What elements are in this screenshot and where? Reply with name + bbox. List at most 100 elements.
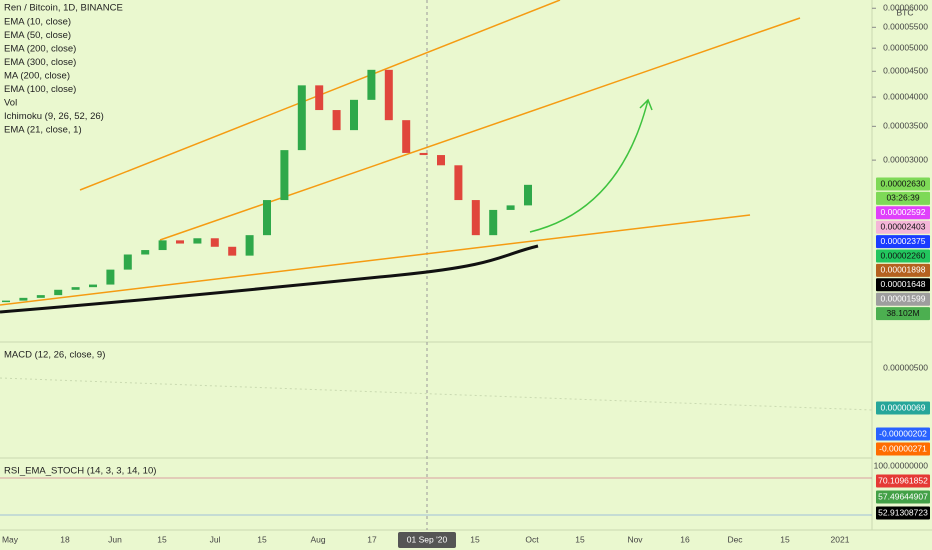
indicator-label: EMA (50, close)	[4, 30, 71, 41]
candle	[245, 235, 254, 256]
price-badge-label: 0.00002375	[881, 236, 926, 246]
price-badge-label: 03:26:39	[886, 193, 919, 203]
candle	[524, 184, 532, 206]
price-badge-label: 0.00001648	[881, 279, 926, 289]
price-badge-label: 38.102M	[886, 308, 919, 318]
moving-average	[0, 244, 539, 314]
price-badge	[876, 474, 930, 488]
candle	[123, 254, 132, 270]
price-badge	[876, 427, 930, 441]
chart-title: Ren / Bitcoin, 1D, BINANCE	[4, 3, 123, 14]
candle	[228, 246, 237, 256]
y-tick-label: 0.00005000	[883, 42, 928, 52]
candle	[297, 85, 306, 151]
candle	[106, 269, 115, 285]
price-badge-label: 0.00002260	[881, 250, 926, 260]
indicator-label: EMA (21, close, 1)	[4, 125, 82, 136]
y-tick-label: 100.00000000	[874, 460, 929, 470]
crosshair-badge	[398, 532, 456, 548]
candle	[176, 240, 184, 244]
price-badge	[876, 506, 930, 520]
candle	[384, 69, 393, 121]
x-tick-label: Jul	[210, 534, 221, 544]
price-badge-label: 0.00002630	[881, 178, 926, 188]
candle	[489, 209, 498, 236]
price-badge	[876, 206, 930, 220]
candle	[471, 200, 480, 236]
candle	[89, 284, 97, 288]
candle	[454, 165, 463, 201]
x-tick-label: 15	[470, 534, 480, 544]
candle	[280, 150, 289, 201]
price-badge-label: 0.00002592	[881, 207, 926, 217]
currency: BTC	[897, 7, 914, 17]
price-badge	[876, 249, 930, 263]
indicator-label: EMA (10, close)	[4, 17, 71, 28]
price-badge	[876, 490, 930, 504]
x-tick-label: Aug	[310, 534, 325, 544]
price-badge	[876, 442, 930, 456]
candle	[210, 238, 219, 247]
candle	[36, 295, 45, 298]
x-tick-label: 15	[157, 534, 167, 544]
price-badge-label: 0.00002403	[881, 221, 926, 231]
x-tick-label: Nov	[627, 534, 643, 544]
price-badge	[876, 292, 930, 306]
x-tick-label: 15	[575, 534, 585, 544]
price-badge-label: 0.00001898	[881, 265, 926, 275]
price-badge-label: -0.00000271	[879, 443, 927, 453]
indicator-label: EMA (200, close)	[4, 44, 76, 55]
price-badge	[876, 307, 930, 321]
zero-line	[0, 377, 873, 411]
y-tick-label: 0.00003000	[883, 154, 928, 164]
price-badge-label: 0.00001599	[881, 293, 926, 303]
candle	[437, 155, 445, 166]
y-tick-label: 0.00004500	[883, 66, 928, 76]
x-tick-label: May	[2, 534, 19, 544]
candle	[193, 238, 202, 244]
candle	[315, 85, 324, 111]
candle	[506, 205, 515, 210]
x-tick-label: Dec	[727, 534, 743, 544]
pane-title: RSI_EMA_STOCH (14, 3, 3, 14, 10)	[4, 466, 156, 477]
pane-title: MACD (12, 26, close, 9)	[4, 350, 105, 361]
arrow-head	[639, 98, 653, 111]
x-tick-label: 2021	[831, 534, 850, 544]
x-tick-label: 15	[257, 534, 267, 544]
price-badge	[876, 235, 930, 249]
arrow	[529, 99, 649, 233]
indicator-label: Vol	[4, 98, 17, 109]
candle	[350, 99, 358, 131]
x-tick-label: 16	[680, 534, 690, 544]
price-badge	[876, 278, 930, 292]
crosshair-label: 01 Sep '20	[407, 534, 448, 544]
price-badge	[876, 177, 930, 191]
price-badge-label: 52.91308723	[878, 507, 928, 517]
indicator-label: EMA (300, close)	[4, 57, 76, 68]
x-tick-label: Jun	[108, 534, 122, 544]
x-tick-label: 17	[367, 534, 377, 544]
candle	[158, 240, 167, 251]
price-badge	[876, 401, 930, 415]
price-badge	[876, 220, 930, 234]
candle	[263, 200, 271, 236]
candle	[402, 120, 411, 153]
price-badge-label: 70.10961852	[878, 475, 928, 485]
y-tick-label: 0.00000500	[883, 362, 928, 372]
y-tick-label: 0.00004000	[883, 91, 928, 101]
x-tick-label: 15	[780, 534, 790, 544]
trend-line	[0, 214, 751, 306]
candle	[54, 289, 63, 296]
candle	[2, 300, 10, 303]
candle	[367, 69, 376, 100]
indicator-label: MA (200, close)	[4, 71, 70, 82]
indicator-label: Ichimoku (9, 26, 52, 26)	[4, 111, 104, 122]
y-tick-label: 0.00003500	[883, 121, 928, 131]
x-tick-label: Oct	[525, 534, 539, 544]
candle	[141, 250, 150, 255]
candle	[71, 287, 80, 290]
price-badge-label: 0.00000069	[881, 402, 926, 412]
candle	[419, 152, 428, 156]
price-badge	[876, 263, 930, 277]
